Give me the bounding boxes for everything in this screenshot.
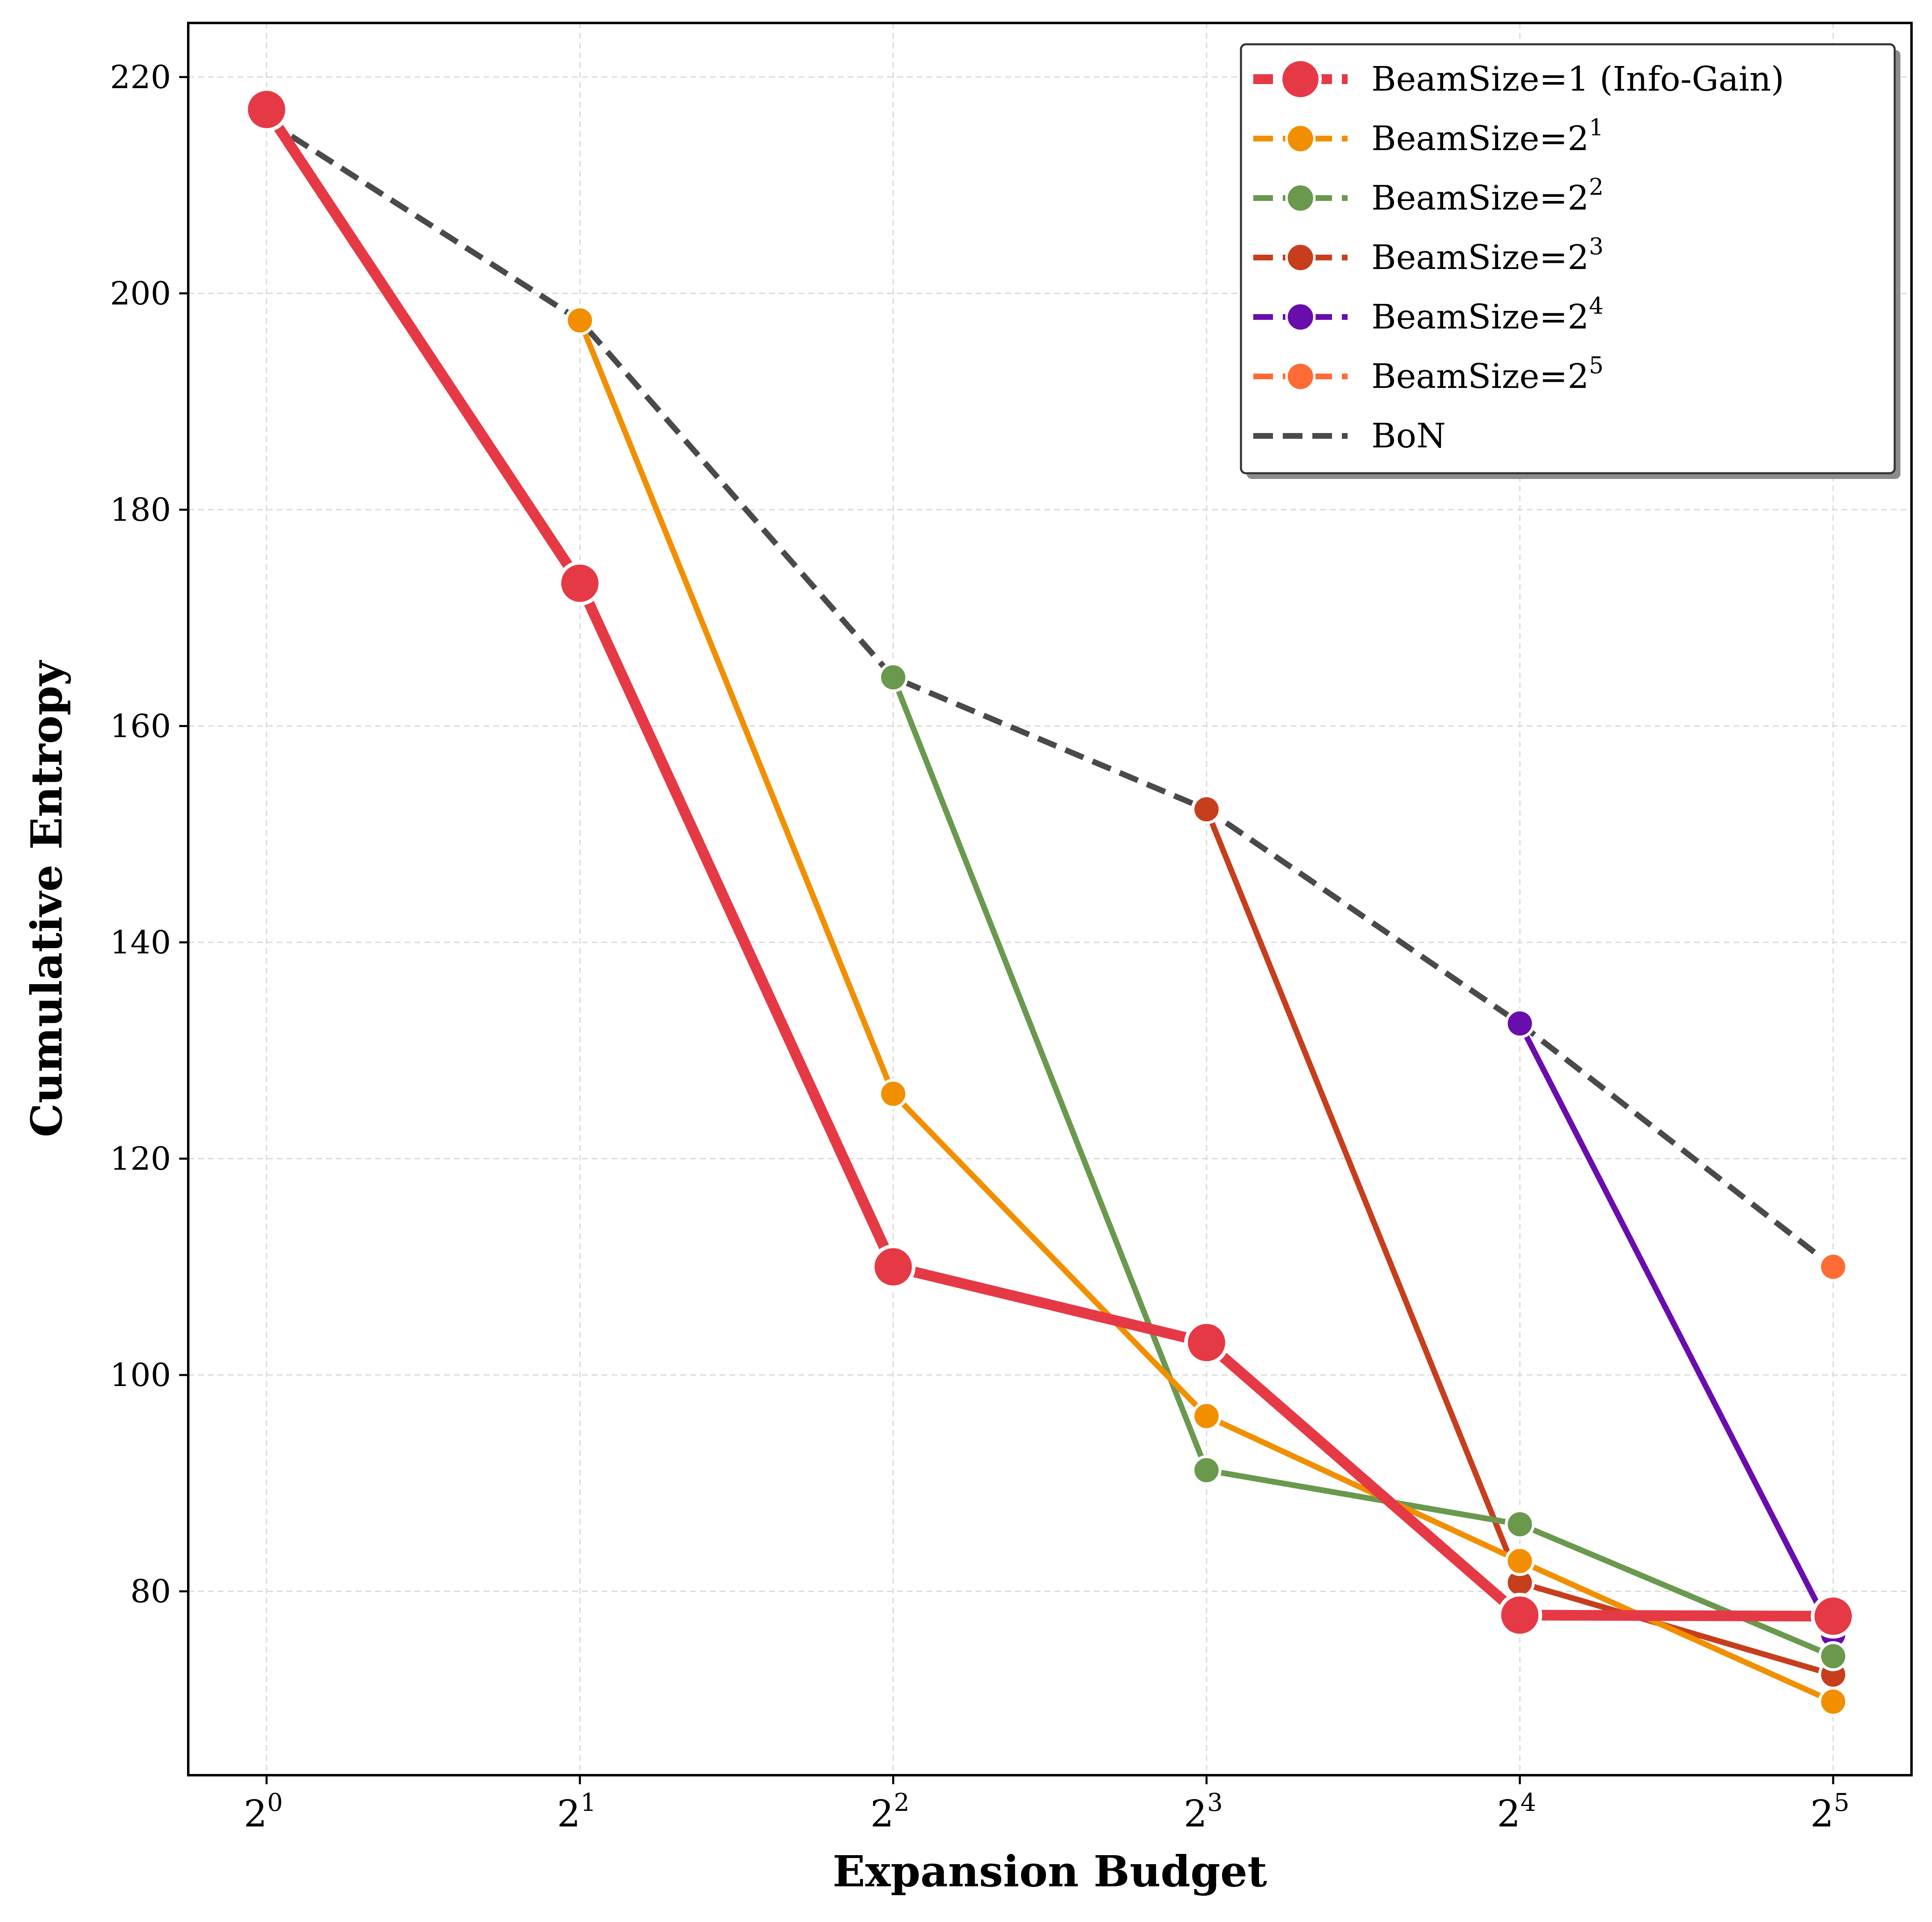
data-point: [1505, 1509, 1535, 1539]
legend-marker-sample: [1279, 58, 1322, 100]
y-tick-label: 140: [110, 924, 171, 961]
series-beamsize-2-2: [878, 662, 1848, 1671]
x-tick-label: 24: [1497, 1788, 1536, 1835]
legend-label-main: BeamSize=2: [1371, 357, 1589, 396]
series-line: [890, 676, 1834, 1659]
x-tick-label: 22: [870, 1788, 909, 1835]
legend-label: BoN: [1371, 417, 1446, 456]
data-point: [1811, 1594, 1856, 1639]
x-tick-exponent: 1: [581, 1788, 596, 1817]
series-beamsize-2-5: [1818, 1252, 1848, 1282]
data-point: [1505, 1546, 1535, 1576]
legend-label-exponent: 1: [1589, 114, 1604, 141]
y-tick-label: 220: [110, 59, 171, 96]
x-tick-label: 20: [244, 1788, 283, 1835]
legend-marker-sample: [1285, 361, 1316, 392]
x-tick-base: 2: [1497, 1792, 1520, 1835]
data-point: [871, 1244, 916, 1289]
x-tick-label: 21: [557, 1788, 596, 1835]
x-tick-exponent: 0: [267, 1788, 283, 1817]
legend-entry: BeamSize=24: [1253, 293, 1604, 337]
series-line: [262, 106, 1834, 1622]
x-tick-label: 25: [1810, 1788, 1849, 1835]
legend-label-main: BoN: [1371, 417, 1446, 456]
legend-label-exponent: 5: [1589, 352, 1604, 379]
legend-marker-sample: [1285, 183, 1316, 213]
legend-label-main: BeamSize=2: [1371, 179, 1589, 218]
legend-entry: BeamSize=21: [1253, 114, 1604, 158]
x-tick-base: 2: [557, 1792, 580, 1835]
legend-label: BeamSize=21: [1371, 114, 1604, 158]
data-point: [244, 87, 289, 132]
data-point: [878, 662, 908, 693]
x-tick-exponent: 2: [894, 1788, 910, 1817]
legend-label-main: BeamSize=2: [1371, 298, 1589, 337]
legend-label-exponent: 3: [1589, 233, 1604, 260]
legend-entry: BeamSize=23: [1253, 233, 1604, 277]
data-point: [1191, 794, 1222, 825]
data-point: [565, 305, 595, 335]
y-tick-label: 200: [110, 275, 171, 312]
legend-label-exponent: 2: [1589, 174, 1604, 201]
legend-marker-sample: [1285, 123, 1316, 154]
legend-label: BeamSize=24: [1371, 293, 1604, 337]
data-point: [878, 1078, 908, 1109]
data-point: [1184, 1320, 1229, 1365]
x-tick-label: 23: [1184, 1788, 1223, 1835]
data-point: [1818, 1252, 1848, 1282]
data-point: [1497, 1593, 1542, 1638]
legend-label: BeamSize=22: [1371, 174, 1604, 218]
legend-label: BeamSize=23: [1371, 233, 1604, 277]
x-tick-base: 2: [1810, 1792, 1834, 1835]
legend-label-main: BeamSize=2: [1371, 119, 1589, 158]
legend-marker-sample: [1285, 302, 1316, 332]
x-tick-base: 2: [244, 1792, 267, 1835]
x-tick-base: 2: [870, 1792, 894, 1835]
plot-frame: [187, 22, 1913, 1776]
x-tick-base: 2: [1184, 1792, 1207, 1835]
legend-entry: BeamSize=25: [1253, 352, 1604, 396]
y-tick-label: 160: [110, 708, 171, 745]
legend-label: BeamSize=1 (Info-Gain): [1371, 60, 1784, 99]
series-beamsize-2-1: [565, 305, 1848, 1717]
data-point: [1191, 1401, 1222, 1431]
x-axis-title: Expansion Budget: [833, 1846, 1267, 1897]
grid: [188, 23, 1911, 1775]
y-tick-label: 100: [110, 1357, 171, 1394]
series-layer: [244, 87, 1856, 1717]
data-point: [1505, 1008, 1535, 1039]
legend-entry: BeamSize=1 (Info-Gain): [1253, 58, 1784, 100]
legend-label-main: BeamSize=1 (Info-Gain): [1371, 60, 1784, 99]
data-point: [1818, 1641, 1848, 1671]
data-point: [557, 561, 602, 606]
series-line: [1517, 1022, 1836, 1636]
y-tick-label: 180: [110, 492, 171, 529]
legend-entry: BoN: [1253, 417, 1446, 456]
series-line: [265, 118, 1835, 1269]
legend: BeamSize=1 (Info-Gain)BeamSize=21BeamSiz…: [1240, 43, 1900, 479]
x-tick-exponent: 3: [1207, 1788, 1223, 1817]
y-tick-label: 80: [130, 1573, 171, 1610]
y-tick-label: 120: [110, 1141, 171, 1178]
legend-label-main: BeamSize=2: [1371, 238, 1589, 277]
legend-marker-sample: [1285, 242, 1316, 273]
y-axis-title: Cumulative Entropy: [21, 660, 72, 1137]
series-beamsize-1-info-gain-: [244, 87, 1856, 1639]
x-tick-exponent: 5: [1834, 1788, 1850, 1817]
legend-entry: BeamSize=22: [1253, 174, 1604, 218]
legend-label: BeamSize=25: [1371, 352, 1604, 396]
series-bon: [265, 118, 1835, 1269]
legend-label-exponent: 4: [1589, 293, 1604, 319]
data-point: [1818, 1687, 1848, 1717]
data-point: [1191, 1455, 1222, 1485]
x-tick-exponent: 4: [1521, 1788, 1536, 1817]
legend-box: [1240, 43, 1896, 474]
